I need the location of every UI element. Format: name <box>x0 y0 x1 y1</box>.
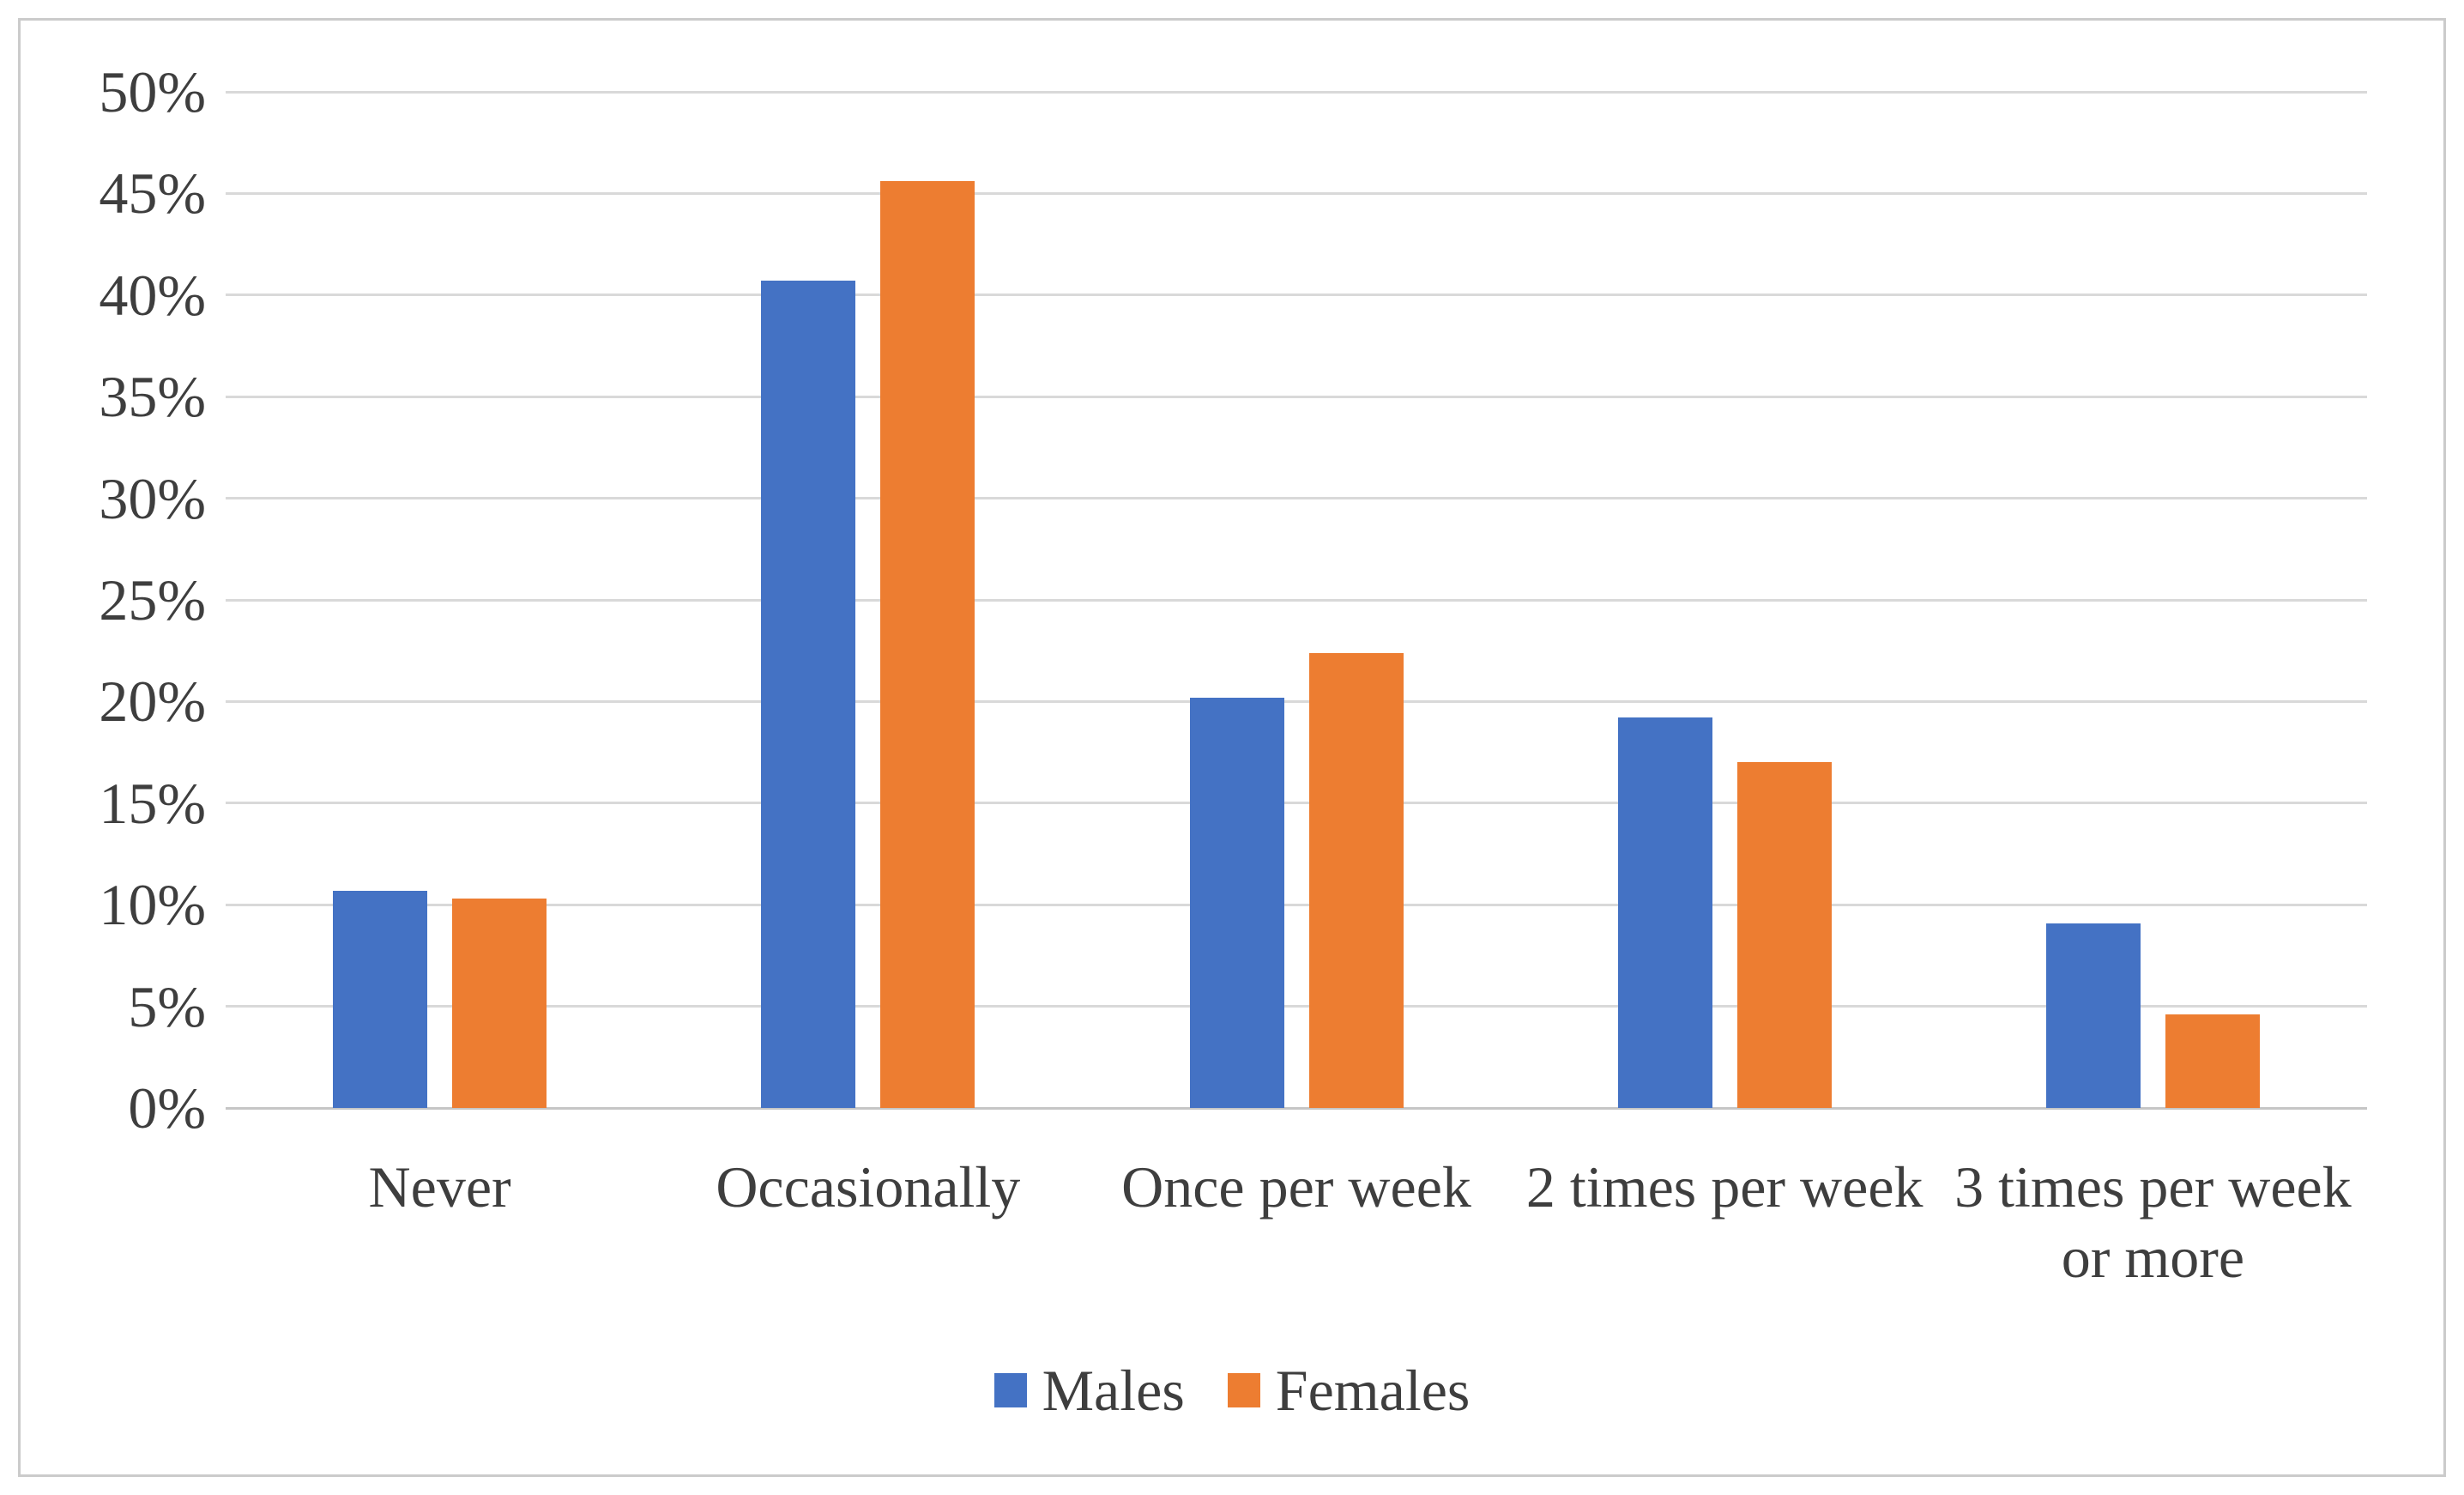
legend: Males Females <box>0 1354 2464 1426</box>
y-gridline <box>226 802 2367 805</box>
females-bar <box>1736 762 1832 1108</box>
females-bar <box>1308 652 1404 1108</box>
plot-area <box>226 90 2367 1110</box>
y-tick-label: 35% <box>99 364 206 430</box>
legend-label: Females <box>1275 1357 1471 1423</box>
bar-group <box>1511 92 1939 1108</box>
y-gridline <box>226 1005 2367 1008</box>
females-bar <box>2165 1014 2260 1108</box>
x-axis-line <box>226 1106 2367 1110</box>
bar-group <box>654 92 1082 1108</box>
males-bar <box>1189 697 1284 1108</box>
y-gridline <box>226 191 2367 195</box>
y-gridline <box>226 903 2367 906</box>
y-tick-label: 5% <box>128 973 206 1039</box>
category-label: Never <box>368 1154 511 1220</box>
legend-item-males: Males <box>993 1354 1185 1426</box>
y-gridline <box>226 395 2367 398</box>
males-bar <box>2045 923 2141 1108</box>
y-gridline <box>226 598 2367 602</box>
gridlines <box>226 90 2367 1110</box>
y-tick-label: 10% <box>99 872 206 938</box>
category-label: 3 times per week or more <box>1954 1154 2352 1290</box>
y-gridline <box>226 90 2367 94</box>
males-bar <box>333 890 428 1108</box>
bar-groups <box>226 92 2367 1108</box>
category-label: Occasionally <box>716 1154 1021 1220</box>
category-label: Once per week <box>1121 1154 1471 1220</box>
y-gridline <box>226 497 2367 500</box>
bar-group <box>226 92 654 1108</box>
y-gridline <box>226 699 2367 703</box>
y-tick-label: 0% <box>128 1075 206 1141</box>
bar-group <box>1939 92 2367 1108</box>
x-axis-category-labels: Never Occasionally Once per week 2 times pe… <box>226 1152 2367 1292</box>
y-tick-label: 30% <box>99 465 206 531</box>
y-tick-label: 25% <box>99 567 206 632</box>
males-bar <box>761 281 856 1108</box>
y-axis-labels: 0% 5% 10% 15% 20% 25% 30% 35% 40% 45% 50% <box>0 59 206 1141</box>
y-gridline <box>226 294 2367 297</box>
females-bar <box>452 899 547 1108</box>
females-bar <box>880 181 975 1108</box>
males-swatch-icon <box>993 1373 1027 1407</box>
y-tick-label: 50% <box>99 59 206 124</box>
y-tick-label: 15% <box>99 770 206 836</box>
y-tick-label: 40% <box>99 262 206 328</box>
females-swatch-icon <box>1227 1373 1260 1407</box>
legend-item-females: Females <box>1227 1354 1471 1426</box>
legend-label: Males <box>1042 1357 1185 1423</box>
males-bar <box>1617 717 1712 1108</box>
y-tick-label: 20% <box>99 669 206 735</box>
category-label: 2 times per week <box>1525 1154 1923 1220</box>
bar-group <box>1082 92 1510 1108</box>
y-tick-label: 45% <box>99 160 206 227</box>
